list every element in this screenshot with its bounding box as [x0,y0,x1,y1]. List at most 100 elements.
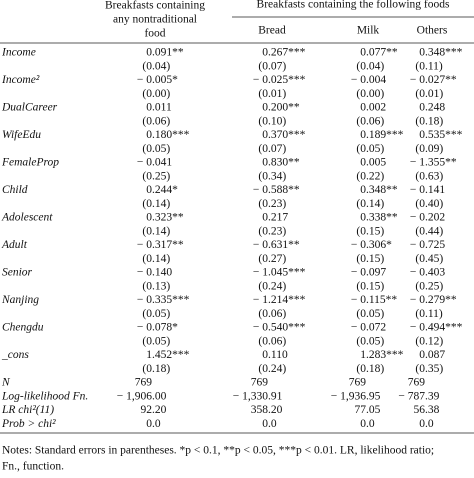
standard-error: (0.35) [415,363,443,375]
coefficient: − 0.540*** [253,322,306,334]
note: Notes: Standard errors in parentheses. *… [2,445,434,457]
coefficient: − 0.725 [410,239,445,251]
coefficient: 0.200** [262,102,300,114]
stat-value: 0.0 [419,418,434,430]
coefficient: − 0.140 [137,267,172,279]
standard-error: (0.01) [415,88,443,100]
coefficient: − 0.027** [410,74,457,86]
stat-label: Prob > chi² [1,418,56,430]
standard-error: (0.23) [258,225,286,237]
row-label: Adult [1,239,28,251]
standard-error: (0.05) [356,308,384,320]
coefficient: − 0.041 [137,157,172,169]
standard-error: (0.11) [415,60,443,72]
coefficient: 0.248 [419,102,445,114]
stat-value: − 1,330.91 [233,390,283,402]
standard-error: (0.22) [356,170,384,182]
standard-error: (0.24) [258,363,286,375]
coefficient: 0.323** [146,212,184,224]
standard-error: (0.34) [258,170,286,182]
standard-error: (0.05) [142,335,170,347]
standard-error: (0.05) [356,143,384,155]
standard-error: (0.25) [415,280,443,292]
standard-error: (0.27) [258,253,286,265]
coefficient: 0.005 [360,157,386,169]
standard-error: (0.14) [142,225,170,237]
standard-error: (0.24) [258,280,286,292]
stat-value: 77.05 [355,404,381,416]
standard-error: (0.12) [415,335,443,347]
header-text: any nontraditional [113,14,197,26]
coefficient: 0.535*** [419,129,462,141]
stat-value: − 787.39 [398,390,439,402]
standard-error: (0.13) [142,280,170,292]
standard-error: (0.06) [258,335,286,347]
standard-error: (0.11) [415,308,443,320]
coefficient: 0.091** [146,47,184,59]
row-label: Adolescent [1,212,53,224]
coefficient: 0.189*** [360,129,403,141]
standard-error: (0.01) [258,88,286,100]
coefficient: 0.110 [262,349,288,361]
stat-label: LR chi²(11) [1,404,54,416]
row-label: Chengdu [2,322,44,334]
stat-value: 358.20 [251,404,283,416]
coefficient: 1.452*** [146,349,189,361]
coefficient: − 0.004 [351,74,386,86]
coefficient: 0.087 [419,349,445,361]
standard-error: (0.63) [415,170,443,182]
coefficient: − 0.494*** [410,322,463,334]
standard-error: (0.06) [356,115,384,127]
coefficient: − 0.097 [351,267,386,279]
stat-label: Log-likelihood Fn. [1,390,88,402]
coefficient: − 0.078* [137,322,178,334]
standard-error: (0.18) [142,363,170,375]
row-label: WifeEdu [2,129,41,141]
standard-error: (0.06) [258,308,286,320]
coefficient: − 1.045*** [253,267,306,279]
coefficient: 0.267*** [262,47,305,59]
stat-value: 0.0 [146,418,161,430]
coefficient: − 0.202 [410,212,445,224]
standard-error: (0.18) [415,115,443,127]
standard-error: (0.07) [258,60,286,72]
coefficient: 0.002 [360,102,386,114]
coefficient: − 0.403 [410,267,445,279]
coefficient: − 0.115** [351,294,398,306]
coefficient: − 0.072 [351,322,386,334]
standard-error: (0.04) [356,60,384,72]
stat-value: 769 [251,377,269,389]
coefficient: − 0.141 [410,184,445,196]
standard-error: (0.23) [258,198,286,210]
coefficient: 0.244* [146,184,178,196]
standard-error: (0.05) [142,143,170,155]
coefficient: − 0.317** [137,239,184,251]
standard-error: (0.00) [142,88,170,100]
standard-error: (0.14) [142,198,170,210]
standard-error: (0.00) [356,88,384,100]
standard-error: (0.25) [142,170,170,182]
stat-value: − 1,906.00 [117,390,167,402]
standard-error: (0.15) [356,225,384,237]
standard-error: (0.06) [142,115,170,127]
stat-value: 769 [349,377,367,389]
coefficient: − 1.355** [410,157,457,169]
coefficient: 0.011 [146,102,172,114]
coefficient: 0.180*** [146,129,189,141]
standard-error: (0.04) [142,60,170,72]
standard-error: (0.14) [142,253,170,265]
coefficient: − 0.025*** [253,74,306,86]
stat-value: − 1,936.95 [331,390,381,402]
standard-error: (0.05) [142,308,170,320]
stat-value: 56.38 [414,404,440,416]
row-label: Income² [1,74,40,86]
stat-value: 769 [135,377,153,389]
standard-error: (0.05) [356,335,384,347]
coefficient: 0.077** [360,47,398,59]
coefficient: 0.217 [262,212,288,224]
coefficient: 0.830** [262,157,300,169]
sub-header: Others [417,25,448,37]
coefficient: − 0.588** [253,184,300,196]
standard-error: (0.15) [356,253,384,265]
standard-error: (0.07) [258,143,286,155]
